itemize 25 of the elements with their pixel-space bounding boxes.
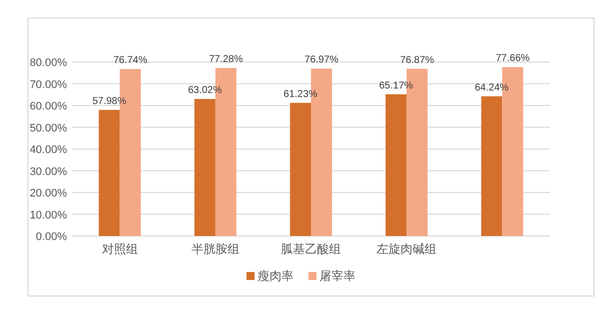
- y-tick-label: 50.00%: [30, 122, 68, 134]
- y-tick-label: 10.00%: [30, 209, 68, 222]
- y-tick-label: 0.00%: [36, 231, 68, 243]
- data-label: 76.74%: [113, 55, 148, 66]
- data-label: 76.87%: [400, 54, 434, 66]
- y-tick-label: 40.00%: [30, 144, 68, 156]
- bar: [98, 110, 120, 236]
- x-tick-label: 半胱胺组: [191, 242, 240, 256]
- y-tick-label: 70.00%: [30, 78, 68, 91]
- bar: [481, 96, 502, 236]
- data-label: 76.97%: [304, 54, 339, 66]
- y-tick-label: 60.00%: [30, 100, 68, 112]
- data-label: 77.66%: [496, 53, 530, 64]
- data-label: 77.28%: [208, 54, 243, 65]
- bar: [290, 102, 311, 236]
- legend-label: 瘦肉率: [258, 269, 294, 283]
- y-tick-label: 30.00%: [30, 166, 68, 178]
- bar: [194, 98, 216, 236]
- bar: [386, 94, 407, 236]
- y-tick-label: 20.00%: [30, 188, 68, 200]
- legend-label: 屠宰率: [320, 269, 356, 283]
- x-tick-label: 对照组: [102, 242, 138, 256]
- x-tick-label: 胍基乙酸组: [281, 242, 341, 256]
- x-tick-label: 左旋肉碱组: [376, 242, 437, 256]
- y-tick-label: 80.00%: [30, 57, 68, 69]
